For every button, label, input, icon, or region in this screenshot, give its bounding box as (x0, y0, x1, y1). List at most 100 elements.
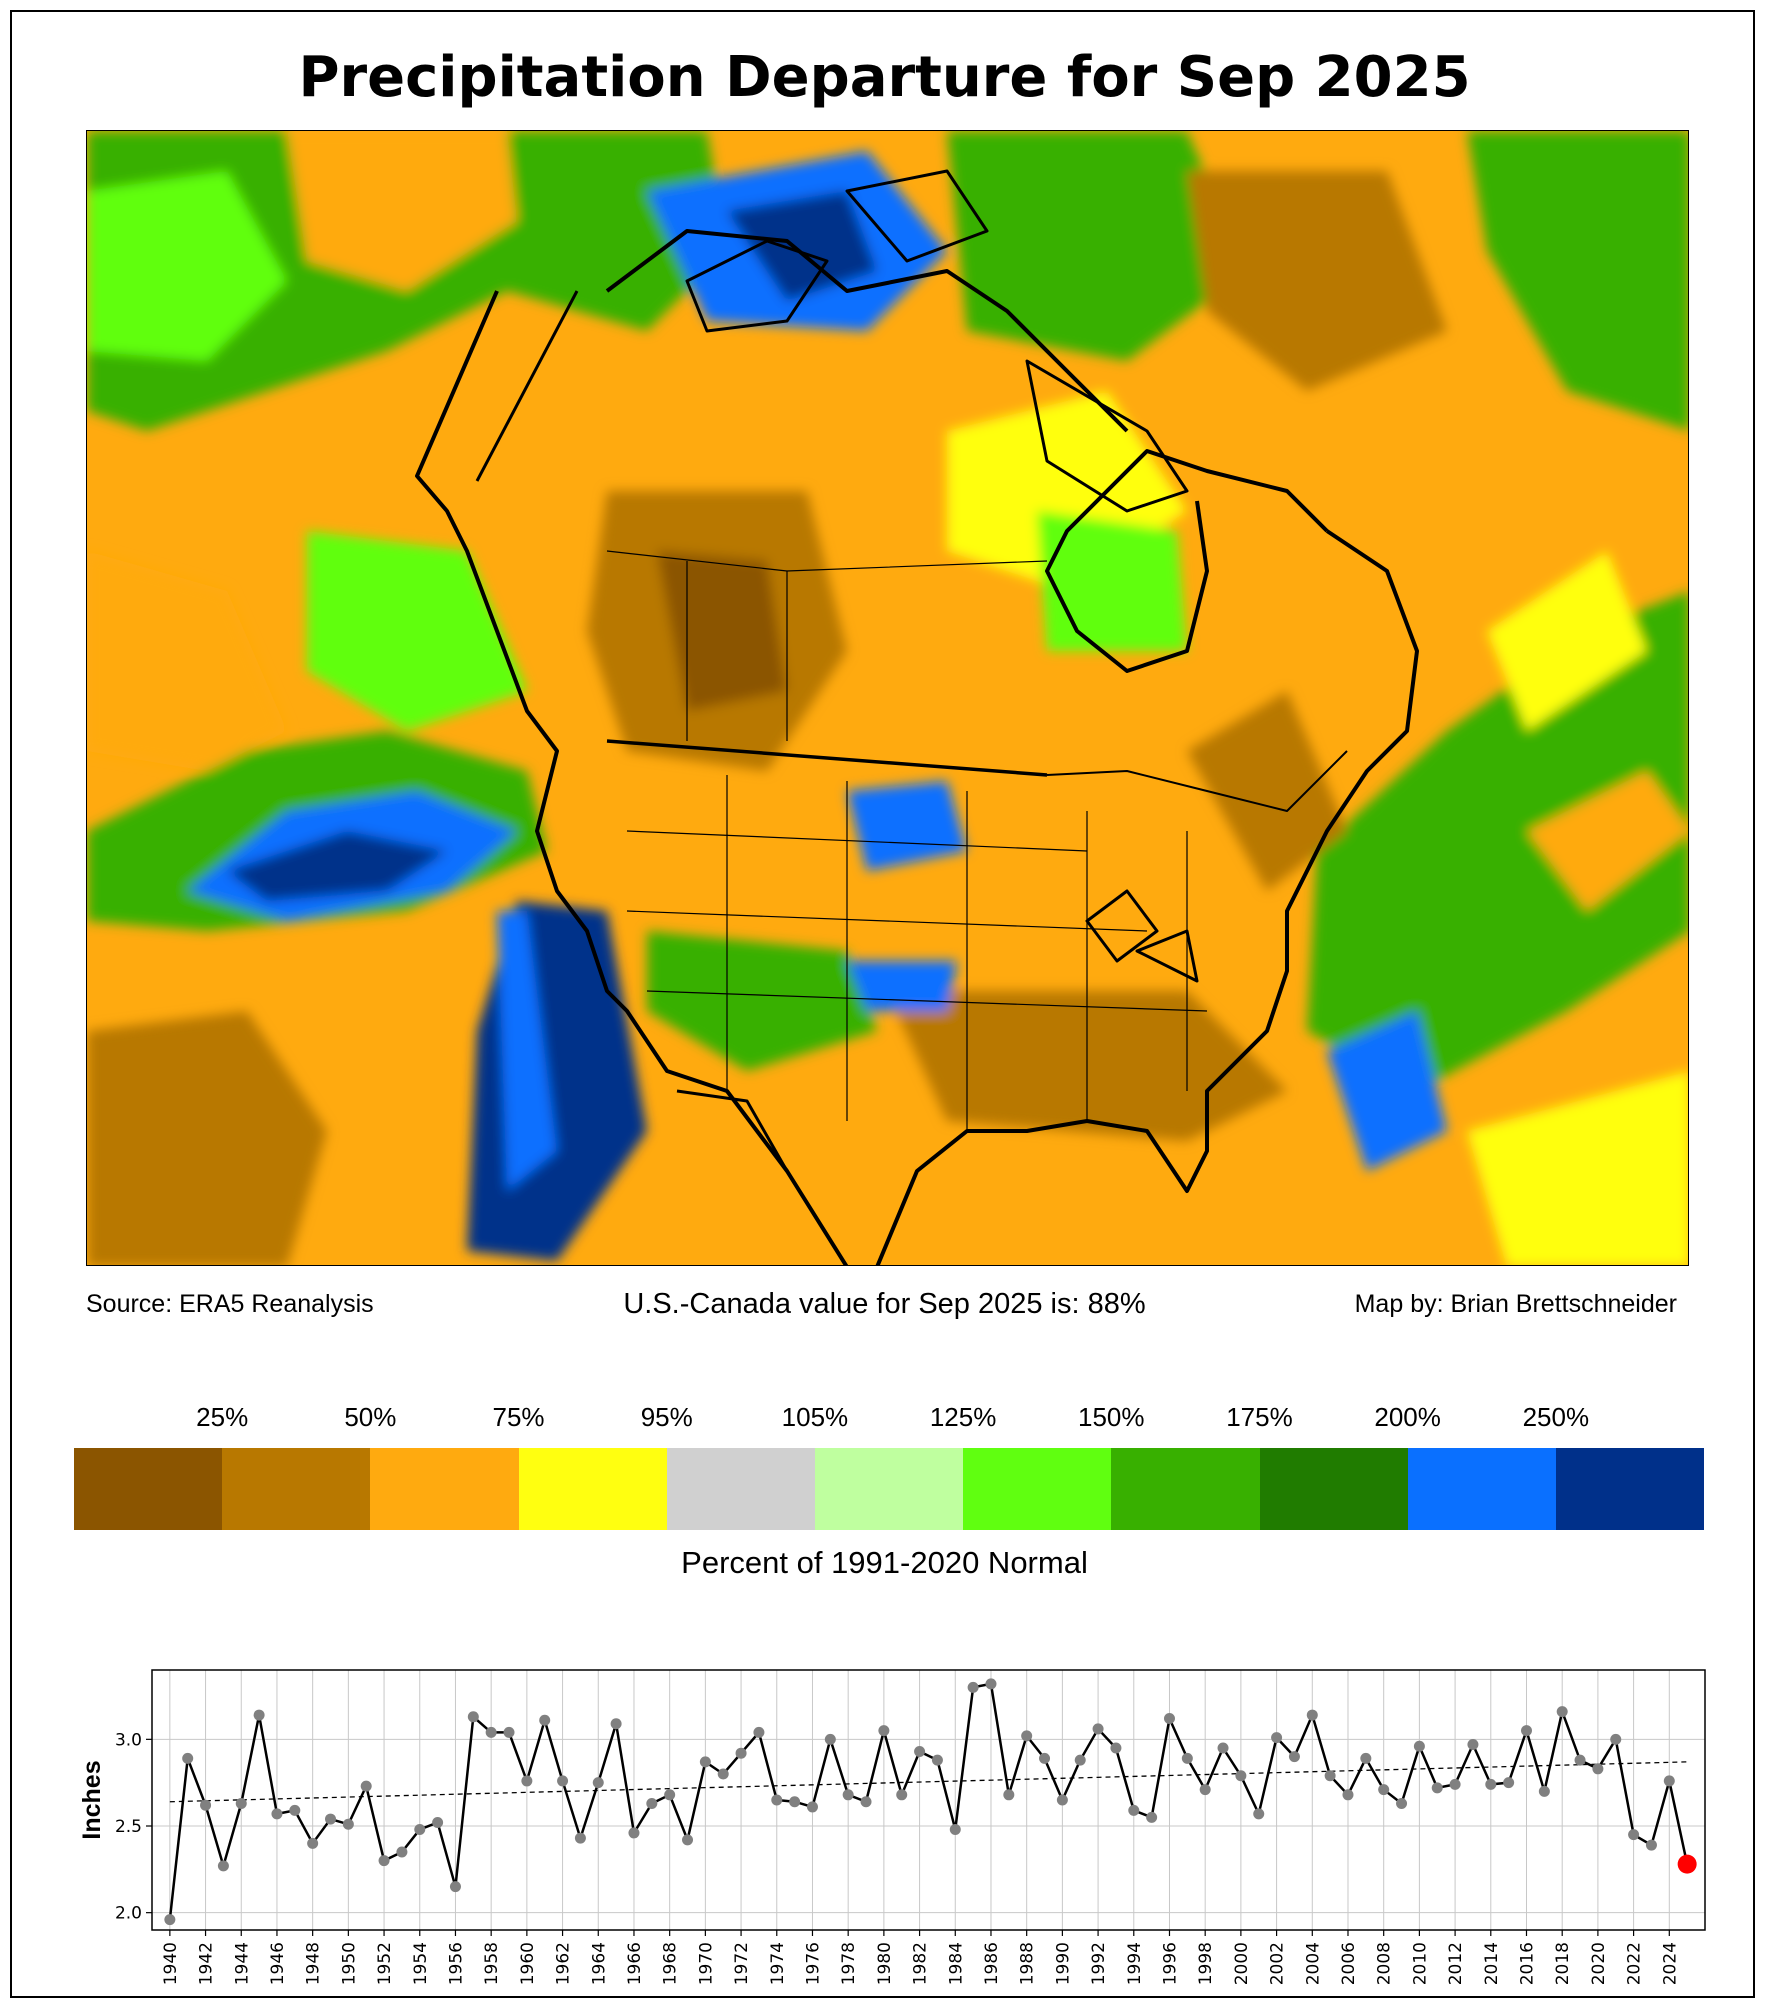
field-orange-alaska (287, 131, 517, 291)
data-point (1217, 1742, 1229, 1754)
field-green-greenland-east (1467, 131, 1688, 431)
data-point (699, 1756, 711, 1768)
field-navy-arctic (727, 191, 877, 301)
data-point (1074, 1754, 1086, 1766)
precipitation-map (86, 130, 1689, 1266)
data-point (1538, 1785, 1550, 1797)
data-point (378, 1855, 390, 1867)
field-green-hudson (1037, 511, 1187, 651)
colorbar-label-1: 50% (344, 1402, 397, 1432)
field-green-atlantic (1307, 591, 1688, 1091)
field-blue-kansas (847, 961, 957, 1011)
field-green-baffin (947, 131, 1247, 361)
summary-text: U.S.-Canada value for Sep 2025 is: 88% (623, 1288, 1146, 1320)
data-point (1556, 1706, 1568, 1718)
data-point (1146, 1811, 1158, 1823)
data-point (914, 1745, 926, 1757)
x-tick-label: 1974 (768, 1942, 788, 1985)
data-point (1628, 1829, 1640, 1841)
field-blue-plains (847, 781, 967, 871)
x-tick-label: 1940 (161, 1942, 181, 1985)
x-tick-label: 1998 (1196, 1942, 1216, 1985)
colorbar-label-3: 95% (640, 1402, 693, 1432)
data-point (521, 1775, 533, 1787)
colorbar-swatch-3 (518, 1448, 667, 1530)
colorbar-swatch-10 (1555, 1448, 1705, 1530)
data-point (1592, 1763, 1604, 1775)
figure-frame (10, 10, 1755, 1998)
x-tick-label: 2000 (1232, 1942, 1252, 1985)
data-point (1039, 1752, 1051, 1764)
x-tick-label: 1980 (875, 1942, 895, 1985)
x-tick-label: 2016 (1517, 1942, 1537, 1985)
data-point (574, 1832, 586, 1844)
colorbar-label-4: 105% (781, 1402, 849, 1432)
arctic-islands (685, 169, 1199, 983)
colorbar (74, 1448, 1705, 1530)
map-boundaries (415, 169, 1419, 1265)
data-point (271, 1808, 283, 1820)
field-blue-baja-edge (497, 911, 557, 1191)
data-point (1431, 1782, 1443, 1794)
field-darkbrown-prairies (657, 551, 787, 711)
data-point (1306, 1709, 1318, 1721)
field-orange-atlantic-mid (1527, 771, 1688, 911)
x-tick-label: 1958 (482, 1942, 502, 1985)
precip-field (87, 131, 1688, 1265)
field-brown-northeast (1187, 691, 1347, 891)
data-point (1574, 1754, 1586, 1766)
data-point (1396, 1797, 1408, 1809)
x-tick-label: 1970 (696, 1942, 716, 1985)
colorbar-swatch-6 (963, 1448, 1112, 1530)
x-tick-label: 2018 (1553, 1942, 1573, 1985)
data-point (1485, 1778, 1497, 1790)
data-point (253, 1709, 265, 1721)
y-tick-label: 2.5 (115, 1817, 142, 1837)
data-point (789, 1796, 801, 1808)
x-tick-label: 1988 (1018, 1942, 1038, 1985)
x-tick-label: 2010 (1410, 1942, 1430, 1985)
data-point (896, 1789, 908, 1801)
x-tick-label: 1968 (661, 1942, 681, 1985)
field-orange-pacific-west (87, 551, 287, 771)
data-point (182, 1752, 194, 1764)
x-tick-label: 1946 (268, 1942, 288, 1985)
data-point (878, 1725, 890, 1737)
colorbar-swatch-1 (222, 1448, 371, 1530)
data-point (235, 1797, 247, 1809)
x-tick-label: 1950 (339, 1942, 359, 1985)
colorbar-labels: 25% 50% 75% 95% 105% 125% 150% 175% 200% 250% (0, 1402, 1769, 1442)
x-tick-label: 2024 (1660, 1942, 1680, 1985)
data-point (164, 1914, 176, 1926)
data-point (1342, 1789, 1354, 1801)
colorbar-swatch-5 (814, 1448, 964, 1530)
map-svg (87, 131, 1688, 1265)
x-tick-label: 2008 (1375, 1942, 1395, 1985)
data-point (307, 1837, 319, 1849)
data-point (432, 1817, 444, 1829)
data-point (860, 1796, 872, 1808)
data-point (1092, 1723, 1104, 1735)
data-point (1378, 1784, 1390, 1796)
x-tick-label: 1964 (589, 1942, 609, 1985)
colorbar-label-9: 250% (1522, 1402, 1590, 1432)
data-point (1288, 1751, 1300, 1763)
data-point (1056, 1794, 1068, 1806)
data-point (1128, 1804, 1140, 1816)
data-point (1610, 1733, 1622, 1745)
data-point (1663, 1775, 1675, 1787)
x-tick-label: 1952 (375, 1942, 395, 1985)
state-province-lines (606, 550, 1208, 1131)
us-canada-border (606, 739, 1048, 777)
field-green-southwest (647, 931, 877, 1071)
data-point (1235, 1770, 1247, 1782)
data-point (217, 1860, 229, 1872)
y-axis-label: Inches (78, 1760, 106, 1839)
data-point (360, 1780, 372, 1792)
data-point (664, 1789, 676, 1801)
colorbar-swatch-0 (74, 1448, 223, 1530)
trend-line (169, 1761, 1688, 1803)
data-point (289, 1804, 301, 1816)
colorbar-label-0: 25% (196, 1402, 249, 1432)
x-tick-label: 2004 (1303, 1942, 1323, 1985)
